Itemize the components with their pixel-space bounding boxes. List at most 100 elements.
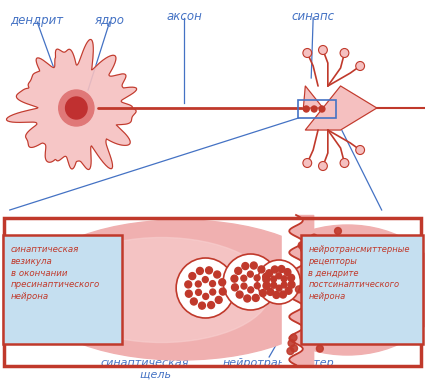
Circle shape — [242, 263, 249, 270]
Circle shape — [291, 345, 298, 352]
Circle shape — [202, 277, 208, 283]
Circle shape — [288, 274, 295, 281]
Ellipse shape — [254, 225, 434, 355]
Circle shape — [321, 260, 328, 266]
Circle shape — [356, 145, 365, 154]
Ellipse shape — [292, 241, 422, 339]
Circle shape — [279, 291, 286, 298]
Polygon shape — [7, 40, 137, 170]
Circle shape — [208, 301, 214, 309]
Circle shape — [266, 270, 273, 277]
Ellipse shape — [24, 220, 338, 360]
Circle shape — [260, 290, 266, 297]
Circle shape — [196, 289, 201, 295]
Circle shape — [287, 348, 294, 355]
Bar — [284, 215, 308, 380]
Text: синаптическая
везикула
в окончании
пресинаптического
нейрона: синаптическая везикула в окончании преси… — [11, 245, 100, 301]
Text: синаптическая
      щель: синаптическая щель — [101, 358, 189, 379]
Circle shape — [271, 266, 278, 273]
Circle shape — [250, 262, 257, 269]
Circle shape — [185, 281, 192, 288]
Circle shape — [336, 244, 343, 250]
Circle shape — [199, 302, 205, 309]
Circle shape — [335, 314, 342, 321]
Circle shape — [248, 287, 253, 293]
Circle shape — [263, 282, 270, 289]
Circle shape — [296, 286, 302, 293]
Circle shape — [219, 288, 226, 295]
Text: синапс: синапс — [292, 10, 335, 23]
Circle shape — [346, 299, 353, 306]
Circle shape — [247, 271, 253, 277]
Circle shape — [290, 334, 297, 341]
Circle shape — [263, 276, 270, 283]
Circle shape — [319, 106, 325, 112]
Circle shape — [281, 282, 287, 288]
Circle shape — [355, 249, 362, 256]
Circle shape — [254, 275, 260, 281]
Circle shape — [356, 62, 365, 71]
Text: нейротрансмиттер: нейротрансмиттер — [223, 358, 335, 368]
Circle shape — [197, 267, 204, 274]
Polygon shape — [303, 86, 377, 130]
Circle shape — [210, 289, 216, 295]
Circle shape — [311, 106, 317, 112]
Circle shape — [210, 281, 215, 287]
Circle shape — [271, 282, 277, 288]
FancyBboxPatch shape — [302, 235, 423, 344]
Circle shape — [235, 267, 242, 274]
Circle shape — [66, 97, 87, 119]
Circle shape — [288, 281, 295, 288]
Circle shape — [271, 276, 276, 282]
Circle shape — [241, 275, 247, 281]
Circle shape — [263, 273, 270, 280]
Circle shape — [219, 279, 226, 286]
Circle shape — [203, 293, 209, 299]
Circle shape — [316, 345, 323, 352]
Circle shape — [257, 260, 300, 304]
Circle shape — [185, 290, 192, 297]
Circle shape — [309, 269, 316, 276]
Circle shape — [303, 49, 312, 58]
Circle shape — [223, 254, 278, 310]
Circle shape — [281, 276, 287, 282]
Circle shape — [342, 279, 349, 286]
Circle shape — [298, 242, 305, 249]
Text: нейротрансмиттерные
рецепторы
в дендрите
постсинаптического
нейрона: нейротрансмиттерные рецепторы в дендрите… — [308, 245, 410, 301]
Circle shape — [302, 289, 309, 295]
Circle shape — [284, 269, 291, 276]
Circle shape — [319, 162, 327, 171]
Circle shape — [311, 234, 317, 241]
Circle shape — [244, 295, 251, 302]
Circle shape — [278, 265, 285, 272]
Circle shape — [276, 273, 282, 279]
Circle shape — [258, 266, 265, 273]
Circle shape — [276, 285, 282, 291]
Circle shape — [59, 90, 94, 126]
Circle shape — [206, 267, 212, 274]
Circle shape — [300, 245, 307, 252]
Circle shape — [340, 158, 349, 167]
Circle shape — [215, 296, 222, 303]
Circle shape — [319, 45, 327, 54]
Circle shape — [252, 294, 259, 301]
Circle shape — [273, 291, 280, 298]
Circle shape — [241, 283, 247, 289]
Circle shape — [236, 291, 243, 298]
Bar — [282, 215, 296, 380]
Circle shape — [365, 327, 372, 334]
Circle shape — [195, 281, 201, 287]
Circle shape — [303, 158, 312, 167]
Circle shape — [176, 258, 235, 318]
Text: дендрит: дендрит — [10, 14, 64, 27]
FancyBboxPatch shape — [3, 235, 122, 344]
Circle shape — [285, 287, 292, 294]
Text: аксон: аксон — [166, 10, 202, 23]
Circle shape — [263, 283, 270, 290]
Circle shape — [323, 323, 330, 330]
Circle shape — [231, 275, 238, 282]
Circle shape — [254, 283, 260, 289]
Circle shape — [191, 298, 197, 305]
Circle shape — [214, 271, 220, 278]
Circle shape — [267, 289, 274, 296]
